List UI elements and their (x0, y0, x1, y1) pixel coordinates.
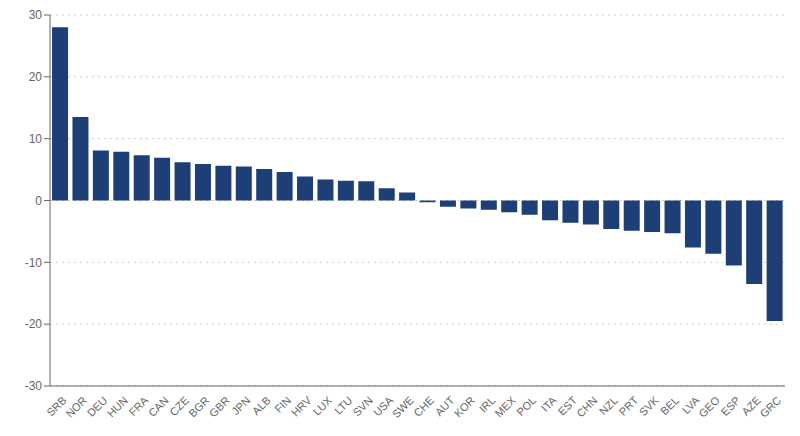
svg-text:AZE: AZE (739, 394, 763, 418)
svg-text:ESP: ESP (718, 394, 742, 418)
svg-text:HUN: HUN (105, 394, 130, 419)
svg-text:LTU: LTU (332, 394, 355, 417)
svg-text:SRB: SRB (44, 394, 68, 418)
svg-text:MEX: MEX (493, 394, 519, 420)
svg-text:AUT: AUT (433, 394, 457, 418)
svg-text:BEL: BEL (658, 394, 681, 417)
svg-text:LUX: LUX (310, 394, 334, 418)
svg-text:SWE: SWE (390, 394, 416, 420)
svg-text:PRT: PRT (616, 394, 640, 418)
svg-text:SVN: SVN (350, 394, 375, 419)
svg-text:ITA: ITA (538, 394, 559, 414)
svg-text:IRL: IRL (476, 394, 498, 415)
svg-text:-20: -20 (25, 317, 43, 331)
svg-text:KOR: KOR (452, 394, 477, 419)
svg-text:CAN: CAN (146, 394, 171, 419)
svg-text:GEO: GEO (696, 394, 722, 420)
svg-text:ALB: ALB (250, 394, 273, 417)
svg-text:GBR: GBR (207, 394, 232, 419)
svg-text:20: 20 (29, 70, 43, 84)
svg-text:0: 0 (35, 194, 42, 208)
svg-text:POL: POL (514, 394, 538, 418)
svg-text:CHN: CHN (574, 394, 599, 419)
svg-text:CZE: CZE (167, 394, 191, 418)
svg-text:DEU: DEU (85, 394, 110, 419)
svg-text:NZL: NZL (597, 394, 620, 417)
svg-text:-10: -10 (25, 256, 43, 270)
svg-text:GRC: GRC (758, 394, 784, 420)
svg-text:30: 30 (29, 8, 43, 22)
svg-text:SVK: SVK (637, 394, 662, 419)
svg-text:-30: -30 (25, 379, 43, 393)
svg-text:USA: USA (370, 394, 396, 419)
svg-text:NOR: NOR (63, 394, 89, 420)
svg-text:FRA: FRA (126, 394, 151, 419)
svg-text:HRV: HRV (289, 394, 314, 419)
svg-text:10: 10 (29, 132, 43, 146)
svg-text:EST: EST (555, 394, 579, 418)
svg-text:LVA: LVA (679, 394, 702, 416)
svg-text:BGR: BGR (186, 394, 211, 419)
svg-text:JPN: JPN (229, 394, 252, 417)
svg-text:CHE: CHE (411, 394, 436, 419)
svg-text:FIN: FIN (272, 394, 294, 415)
